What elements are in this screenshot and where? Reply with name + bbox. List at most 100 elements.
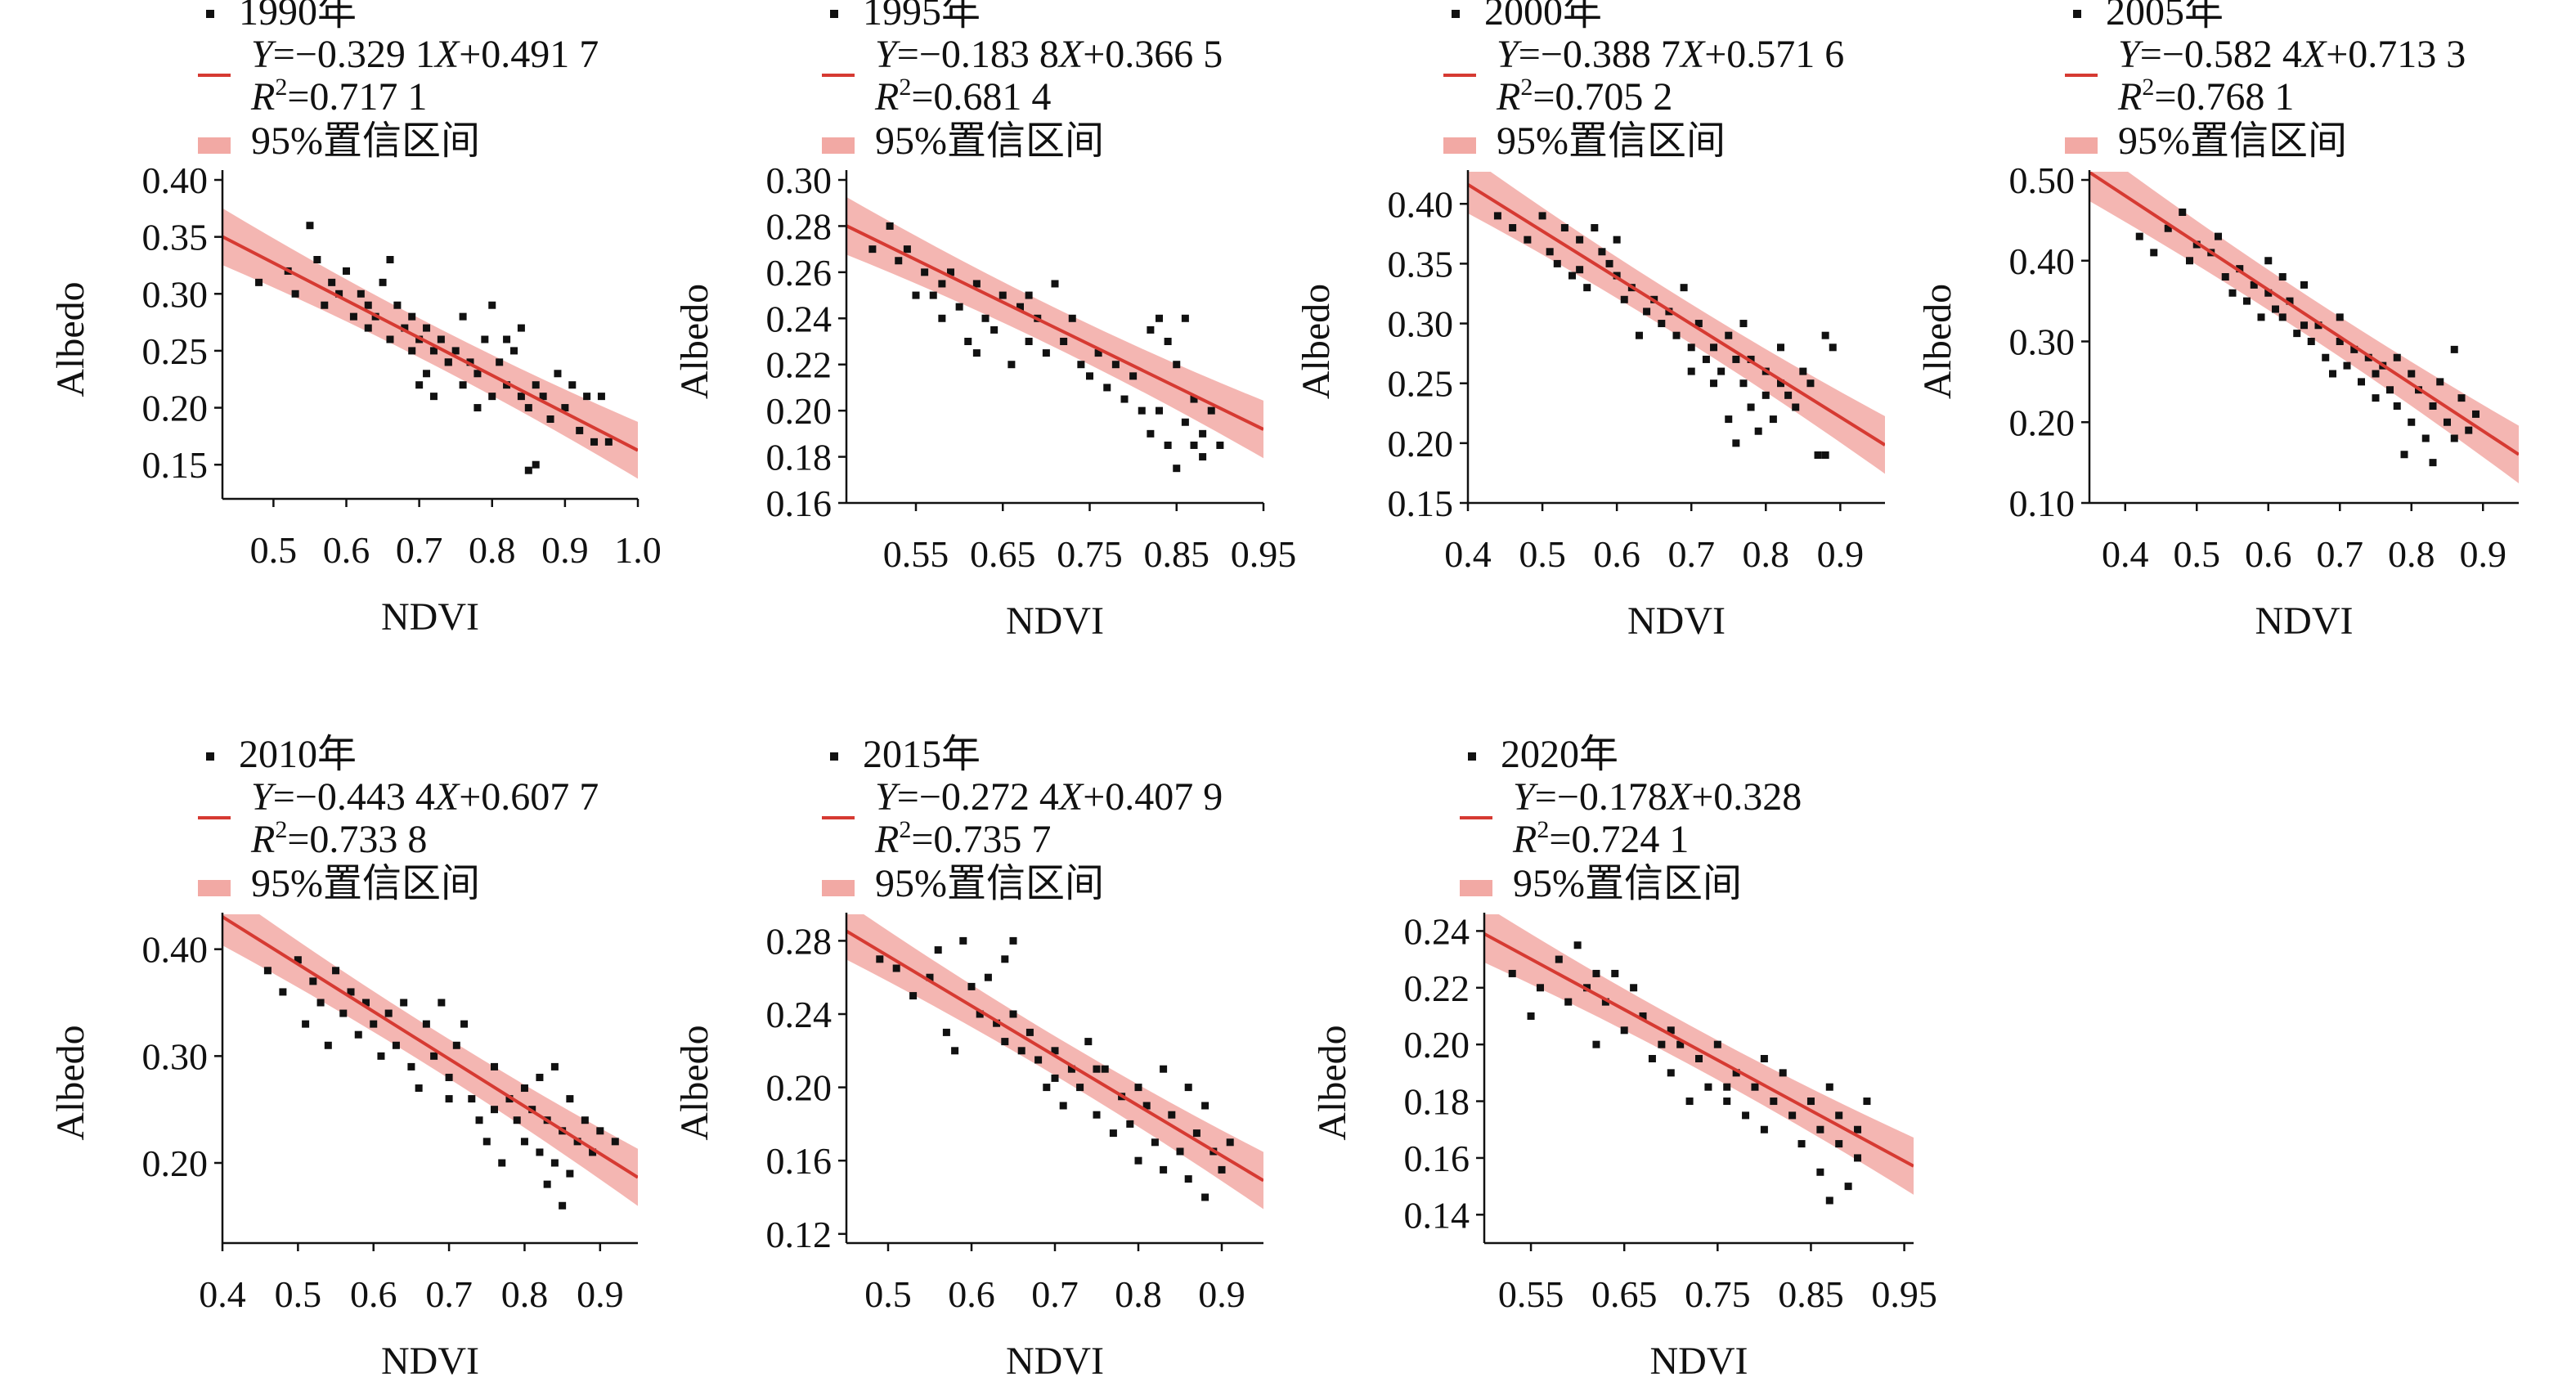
y-tick-label: 0.30 [1388, 303, 1454, 345]
data-point [990, 325, 999, 334]
data-point [981, 314, 990, 322]
data-point [590, 438, 599, 446]
scatter-panel-2005: 0.10 0.20 0.30 0.40 0.50 0.4 0.5 0.6 0.7 0.8 0.9 ND… [1916, 0, 2519, 643]
equation-intercept: +0.366 5 [1083, 33, 1223, 76]
x-tick-label: 0.5 [275, 1273, 322, 1315]
data-point [903, 245, 911, 254]
data-point [408, 347, 416, 355]
data-point [1739, 379, 1748, 388]
data-point [1792, 403, 1800, 411]
data-point [1835, 1140, 1843, 1148]
data-point [2264, 257, 2273, 265]
x-axis-label: NDVI [2255, 599, 2354, 643]
data-point [1658, 1040, 1666, 1048]
legend-r2: R2=0.768 1 [2117, 74, 2294, 119]
data-point [2243, 297, 2251, 305]
data-point [1509, 224, 1517, 232]
data-point [335, 290, 343, 298]
data-point [377, 1052, 385, 1060]
regression-line [846, 929, 1263, 1183]
data-point [1109, 1129, 1117, 1138]
data-point [2336, 338, 2344, 345]
r2-value: =0.733 8 [287, 818, 427, 861]
legend-ci-label: 95%置信区间 [1513, 862, 1742, 905]
data-point [1184, 1175, 1192, 1183]
data-point [1639, 1012, 1647, 1020]
data-point [1207, 406, 1215, 415]
data-point [536, 1073, 544, 1081]
data-point [1094, 349, 1102, 357]
data-point [892, 964, 900, 972]
data-point [1216, 441, 1224, 449]
data-point [2286, 297, 2294, 305]
data-point [1613, 272, 1621, 280]
legend-year-label: 1995年 [863, 0, 981, 34]
data-point [1192, 1129, 1200, 1138]
data-point [1695, 1055, 1703, 1063]
data-point [1702, 355, 1710, 363]
x-axis-label: NDVI [381, 1340, 479, 1383]
data-point [1059, 1102, 1067, 1110]
data-point [503, 381, 511, 389]
y-axis-label: Albedo [1311, 1025, 1354, 1140]
legend-year-suffix: 年 [1563, 0, 1602, 34]
x-tick-label: 0.5 [2174, 533, 2221, 575]
data-point [302, 1020, 310, 1028]
data-point [1138, 406, 1146, 415]
legend-ci-label: 95%置信区间 [875, 862, 1104, 905]
data-point [1555, 955, 1563, 963]
data-point [1001, 955, 1009, 963]
y-tick-label: 0.20 [2009, 402, 2076, 443]
data-point [951, 1047, 959, 1055]
y-tick-label: 0.18 [1404, 1081, 1470, 1123]
data-point [1667, 1026, 1675, 1035]
x-axis-label: NDVI [1650, 1340, 1748, 1383]
x-tick-label: 0.9 [541, 529, 589, 571]
data-point [1747, 403, 1755, 411]
legend-year-label: 2005年 [2106, 0, 2224, 34]
data-point [422, 1020, 430, 1028]
data-point [984, 973, 992, 981]
data-point [2221, 273, 2229, 281]
data-point [524, 466, 532, 474]
x-tick-label: 0.8 [1743, 533, 1790, 575]
data-point [1613, 236, 1621, 244]
confidence-band [1468, 172, 1885, 474]
data-point [1829, 343, 1837, 352]
data-point [1725, 415, 1733, 424]
data-point [491, 1106, 499, 1114]
data-point [1717, 367, 1726, 375]
data-point [452, 1041, 460, 1049]
data-point [934, 946, 942, 954]
data-point [1218, 1165, 1226, 1174]
data-point [1821, 451, 1829, 459]
data-point [1667, 1069, 1675, 1077]
data-point [2322, 353, 2330, 361]
scatter-panel-2010: 0.20 0.30 0.40 0.4 0.5 0.6 0.7 0.8 0.9 NDVI Albedo… [49, 733, 638, 1383]
data-point [357, 290, 365, 298]
data-point [1814, 451, 1822, 459]
data-point [473, 404, 482, 412]
x-tick-label: 0.8 [1115, 1273, 1162, 1315]
data-point [313, 256, 321, 263]
data-point [2293, 330, 2301, 338]
data-point [459, 381, 467, 389]
data-point [255, 278, 263, 286]
data-point [1592, 969, 1600, 977]
data-point [1181, 314, 1189, 322]
legend-year: 2005 [2106, 0, 2184, 34]
y-tick-label: 0.24 [766, 298, 832, 339]
data-point [386, 335, 394, 343]
data-point [430, 1052, 438, 1060]
data-point [306, 222, 314, 230]
x-tick-label: 0.5 [864, 1273, 912, 1315]
data-point [611, 1138, 619, 1146]
data-point [1788, 1111, 1797, 1120]
data-point [559, 1201, 567, 1210]
data-point [1592, 1040, 1600, 1048]
data-point [868, 245, 877, 254]
data-point [509, 347, 518, 355]
data-point [488, 393, 496, 401]
equation-intercept: +0.713 3 [2326, 33, 2466, 76]
data-point [1560, 224, 1568, 232]
